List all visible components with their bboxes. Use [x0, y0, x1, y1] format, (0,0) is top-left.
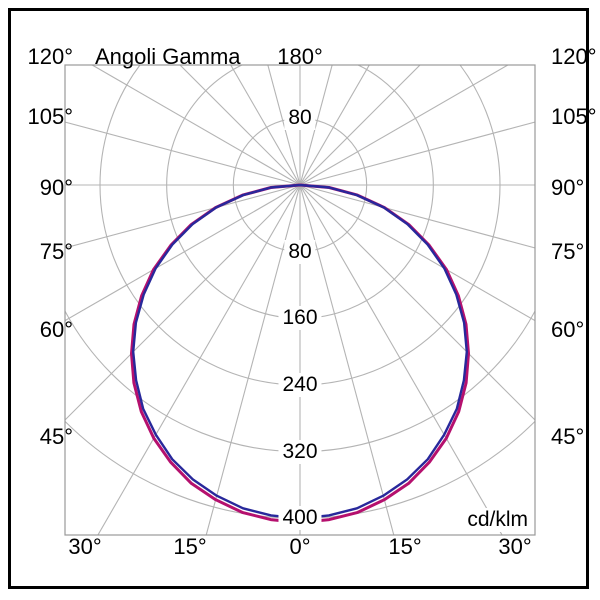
axis-label-180: 180°: [277, 44, 323, 69]
grid-spoke-210: [230, 65, 301, 186]
axis-label-left-3: 75°: [39, 239, 73, 264]
grid-spoke-225: [179, 65, 301, 186]
grid-spoke-330: [97, 184, 301, 535]
axis-label-bottom-0: 30°: [68, 534, 102, 559]
ring-label-below-1: 160: [278, 306, 322, 331]
axis-label-bottom-3: 15°: [388, 534, 422, 559]
axis-label-right-0: 120°: [551, 44, 597, 69]
grid-spoke-315: [65, 184, 301, 421]
axis-label-right-2: 90°: [551, 175, 585, 200]
grid-spoke-30: [299, 184, 503, 535]
axis-label-right-4: 60°: [551, 317, 585, 342]
grid-spoke-285: [65, 184, 301, 249]
axis-label-right-1: 105°: [551, 104, 597, 129]
diagram-frame: 120° 105° 90° 75° 60° 45° 120° 105° 90° 75° 60° 45°…: [8, 8, 597, 589]
grid-spoke-345: [205, 184, 301, 535]
axis-label-left-4: 60°: [39, 317, 73, 342]
ring-label-below-4: 400: [278, 506, 322, 531]
unit-label: cd/klm: [443, 508, 531, 532]
chart-title: Angoli Gamma: [95, 44, 241, 69]
axis-label-right-5: 45°: [551, 424, 585, 449]
grid-spoke-195: [267, 65, 301, 186]
grid-spoke-60: [299, 184, 535, 322]
grid-spoke-105: [299, 121, 535, 186]
grid-spoke-45: [299, 184, 535, 421]
axis-label-bottom-1: 15°: [173, 534, 207, 559]
ring-label-above: 80: [284, 106, 316, 131]
plot-border: [64, 64, 536, 536]
ring-label-below-2: 240: [278, 373, 322, 397]
grid-spoke-165: [299, 65, 333, 186]
grid-spoke-255: [65, 121, 301, 186]
axis-label-left-0: 120°: [27, 44, 73, 69]
grid-spoke-240: [91, 65, 301, 186]
ring-label-below-3: 320: [278, 439, 322, 464]
axis-label-right-3: 75°: [551, 239, 585, 264]
axis-label-left-2: 90°: [39, 175, 73, 200]
grid-spoke-300: [65, 184, 301, 322]
grid-spoke-15: [299, 184, 395, 535]
axis-label-bottom-4: 30°: [498, 534, 532, 559]
axis-label-left-5: 45°: [39, 424, 73, 449]
axis-label-bottom-2: 0°: [289, 534, 311, 559]
grid-spoke-150: [299, 65, 370, 186]
grid-spoke-75: [299, 184, 535, 249]
grid-spoke-135: [299, 65, 421, 186]
grid-spoke-120: [299, 65, 509, 186]
axis-label-left-1: 105°: [27, 104, 73, 129]
ring-label-below-0: 80: [284, 239, 316, 264]
